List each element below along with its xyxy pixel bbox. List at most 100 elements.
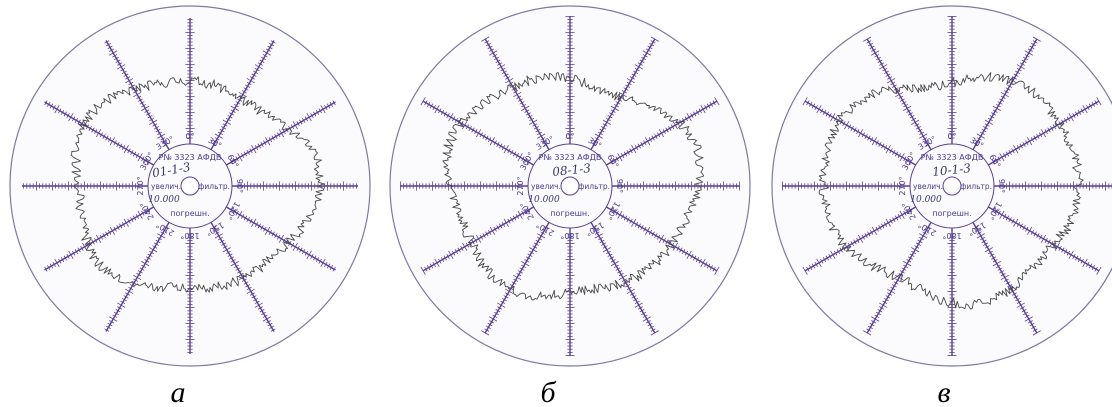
scale-tick xyxy=(634,302,643,308)
scale-tick xyxy=(890,286,896,291)
scale-tick xyxy=(1013,145,1019,154)
scale-tick xyxy=(163,225,169,230)
scale-tick xyxy=(867,231,871,237)
scale-tick xyxy=(887,288,896,294)
spoke-group xyxy=(782,15,1112,357)
scale-tick xyxy=(626,78,635,84)
scale-tick xyxy=(326,103,331,109)
scale-tick xyxy=(1025,226,1029,232)
scale-tick xyxy=(906,109,912,113)
scale-tick xyxy=(679,119,683,125)
scale-tick xyxy=(471,127,475,133)
scale-tick xyxy=(222,119,231,125)
scale-tick xyxy=(492,314,498,318)
scale-tick xyxy=(802,266,808,275)
scale-tick xyxy=(909,115,915,119)
scale-tick xyxy=(125,76,131,80)
scale-tick xyxy=(225,250,231,255)
scale-tick xyxy=(1040,234,1047,243)
scale-tick xyxy=(529,250,535,255)
scale-tick xyxy=(898,95,904,99)
scale-tick xyxy=(1066,250,1071,256)
scale-tick xyxy=(861,234,865,240)
scale-tick xyxy=(318,258,322,264)
scale-tick xyxy=(144,157,148,163)
scale-tick xyxy=(540,137,546,141)
scale-tick xyxy=(537,133,546,139)
scale-tick xyxy=(91,127,95,133)
scale-tick xyxy=(420,97,426,106)
scale-tick xyxy=(907,256,913,260)
scale-tick xyxy=(123,218,129,227)
scale-tick xyxy=(919,237,925,241)
angle-label: 270° xyxy=(898,176,907,195)
scale-tick xyxy=(121,221,126,227)
scale-tick xyxy=(1052,124,1057,130)
scale-tick xyxy=(1000,91,1009,98)
scale-tick xyxy=(540,231,546,235)
scale-tick xyxy=(440,257,445,263)
scale-tick xyxy=(493,226,497,232)
scale-tick xyxy=(1022,141,1026,147)
scale-tick xyxy=(806,266,810,272)
scale-tick xyxy=(1013,73,1019,77)
scale-tick xyxy=(304,116,309,122)
scale-tick xyxy=(227,253,233,257)
scale-tick xyxy=(889,218,893,224)
scale-tick xyxy=(842,121,846,127)
scale-tick xyxy=(995,264,1001,269)
scale-tick xyxy=(621,213,625,219)
scale-tick xyxy=(714,266,720,275)
scale-tick xyxy=(105,325,111,329)
chart-panel-b: 0°330°300°270°240°210° 180° 150°120°90°60°… xyxy=(389,5,751,407)
scale-tick xyxy=(816,105,822,114)
scale-tick xyxy=(510,217,514,223)
scale-tick xyxy=(254,145,259,151)
scale-tick xyxy=(612,209,616,215)
scale-tick xyxy=(640,141,644,147)
scale-tick xyxy=(104,328,110,332)
scale-tick xyxy=(613,103,619,108)
scale-tick xyxy=(127,148,131,154)
scale-tick xyxy=(915,242,921,246)
scale-tick xyxy=(113,311,119,316)
scale-tick xyxy=(639,59,645,63)
scale-tick xyxy=(94,129,98,135)
scale-tick xyxy=(631,73,637,77)
scale-tick xyxy=(482,133,486,139)
scale-tick xyxy=(521,103,527,108)
scale-tick xyxy=(249,292,255,296)
scale-tick xyxy=(871,320,877,324)
scale-tick xyxy=(241,90,247,94)
scale-tick xyxy=(512,215,517,221)
scale-tick xyxy=(489,320,495,324)
scale-tick xyxy=(634,221,639,227)
scale-tick xyxy=(225,117,231,122)
scale-tick xyxy=(1088,103,1093,109)
scale-tick xyxy=(318,108,322,114)
scale-tick xyxy=(597,131,603,135)
scale-tick xyxy=(626,288,635,294)
scale-tick xyxy=(609,207,614,213)
scale-tick xyxy=(879,64,888,70)
scale-tick xyxy=(901,101,907,105)
scale-tick xyxy=(1088,263,1093,269)
scale-tick xyxy=(1044,129,1048,135)
scale-tick xyxy=(503,295,509,299)
scale-tick xyxy=(629,218,633,224)
scale-tick xyxy=(505,292,511,296)
scale-tick xyxy=(976,231,982,235)
scale-tick xyxy=(130,217,134,223)
scale-tick xyxy=(230,260,239,267)
scale-tick xyxy=(1005,151,1010,157)
scale-tick xyxy=(640,225,644,231)
scale-tick xyxy=(438,108,442,114)
scale-tick xyxy=(499,143,503,149)
scale-tick xyxy=(991,256,997,260)
scale-tick xyxy=(434,258,440,267)
scale-tick xyxy=(213,228,219,232)
scale-tick xyxy=(217,237,223,241)
scale-tick xyxy=(871,137,878,146)
scale-tick xyxy=(495,59,501,63)
scale-tick xyxy=(1016,67,1022,72)
